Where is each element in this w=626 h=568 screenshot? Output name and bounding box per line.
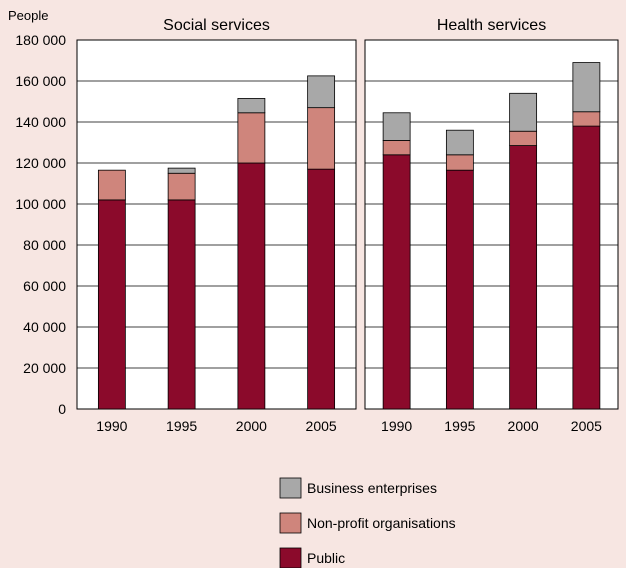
y-axis-label: People: [8, 8, 48, 23]
y-tick-label: 180 000: [15, 32, 66, 48]
bar-segment: [167, 172, 196, 201]
x-tick-label: 1990: [381, 418, 412, 434]
y-tick-label: 100 000: [15, 196, 66, 212]
y-axis-ticks: 0 20 000 40 000 60 000 80 000 100 000 120 000 1…: [15, 32, 66, 417]
legend-swatch: [279, 512, 302, 534]
bar-segment: [509, 145, 538, 410]
y-tick-label: 160 000: [15, 73, 66, 89]
legend: Business enterprises Non-profit organisat…: [279, 477, 456, 568]
x-tick-label: 2005: [306, 418, 337, 434]
bar-segment: [237, 98, 266, 114]
x-tick-label: 1995: [444, 418, 475, 434]
bar-segment: [307, 168, 336, 410]
legend-label: Non-profit organisations: [307, 515, 456, 531]
bar-segment: [572, 111, 601, 127]
bar-segment: [167, 199, 196, 410]
x-tick-label: 2000: [236, 418, 267, 434]
panel-title: Social services: [163, 17, 270, 34]
bar-segment: [445, 154, 474, 171]
bar-segment: [167, 167, 196, 174]
bar-segment: [509, 92, 538, 132]
legend-label: Business enterprises: [307, 480, 437, 496]
bar-segment: [307, 107, 336, 170]
bar-segment: [572, 125, 601, 410]
bar-segment: [509, 130, 538, 146]
bar-segment: [382, 154, 411, 410]
bar-segment: [97, 169, 126, 201]
legend-label: Public: [307, 550, 345, 566]
y-tick-label: 20 000: [23, 360, 66, 376]
bar-segment: [237, 162, 266, 410]
bar-segment: [307, 75, 336, 109]
bar-segment: [445, 169, 474, 410]
y-tick-label: 140 000: [15, 114, 66, 130]
x-tick-label: 1995: [166, 418, 197, 434]
panel-title: Health services: [437, 17, 546, 34]
y-tick-label: 80 000: [23, 237, 66, 253]
legend-swatch: [279, 547, 302, 568]
bar-segment: [445, 129, 474, 156]
bar-segment: [382, 140, 411, 156]
y-tick-label: 120 000: [15, 155, 66, 171]
bar-segment: [382, 112, 411, 141]
bar-segment: [97, 199, 126, 410]
y-tick-label: 0: [58, 401, 66, 417]
x-tick-label: 1990: [96, 418, 127, 434]
y-tick-label: 60 000: [23, 278, 66, 294]
x-tick-label: 2000: [508, 418, 539, 434]
panel: Social services 1990 1995 2000 2005: [76, 17, 357, 434]
x-tick-label: 2005: [571, 418, 602, 434]
y-tick-label: 40 000: [23, 319, 66, 335]
bar-segment: [237, 112, 266, 164]
panel: Health services 1990 1995 2000 2005: [364, 17, 619, 434]
legend-swatch: [279, 477, 302, 499]
bar-segment: [572, 62, 601, 113]
